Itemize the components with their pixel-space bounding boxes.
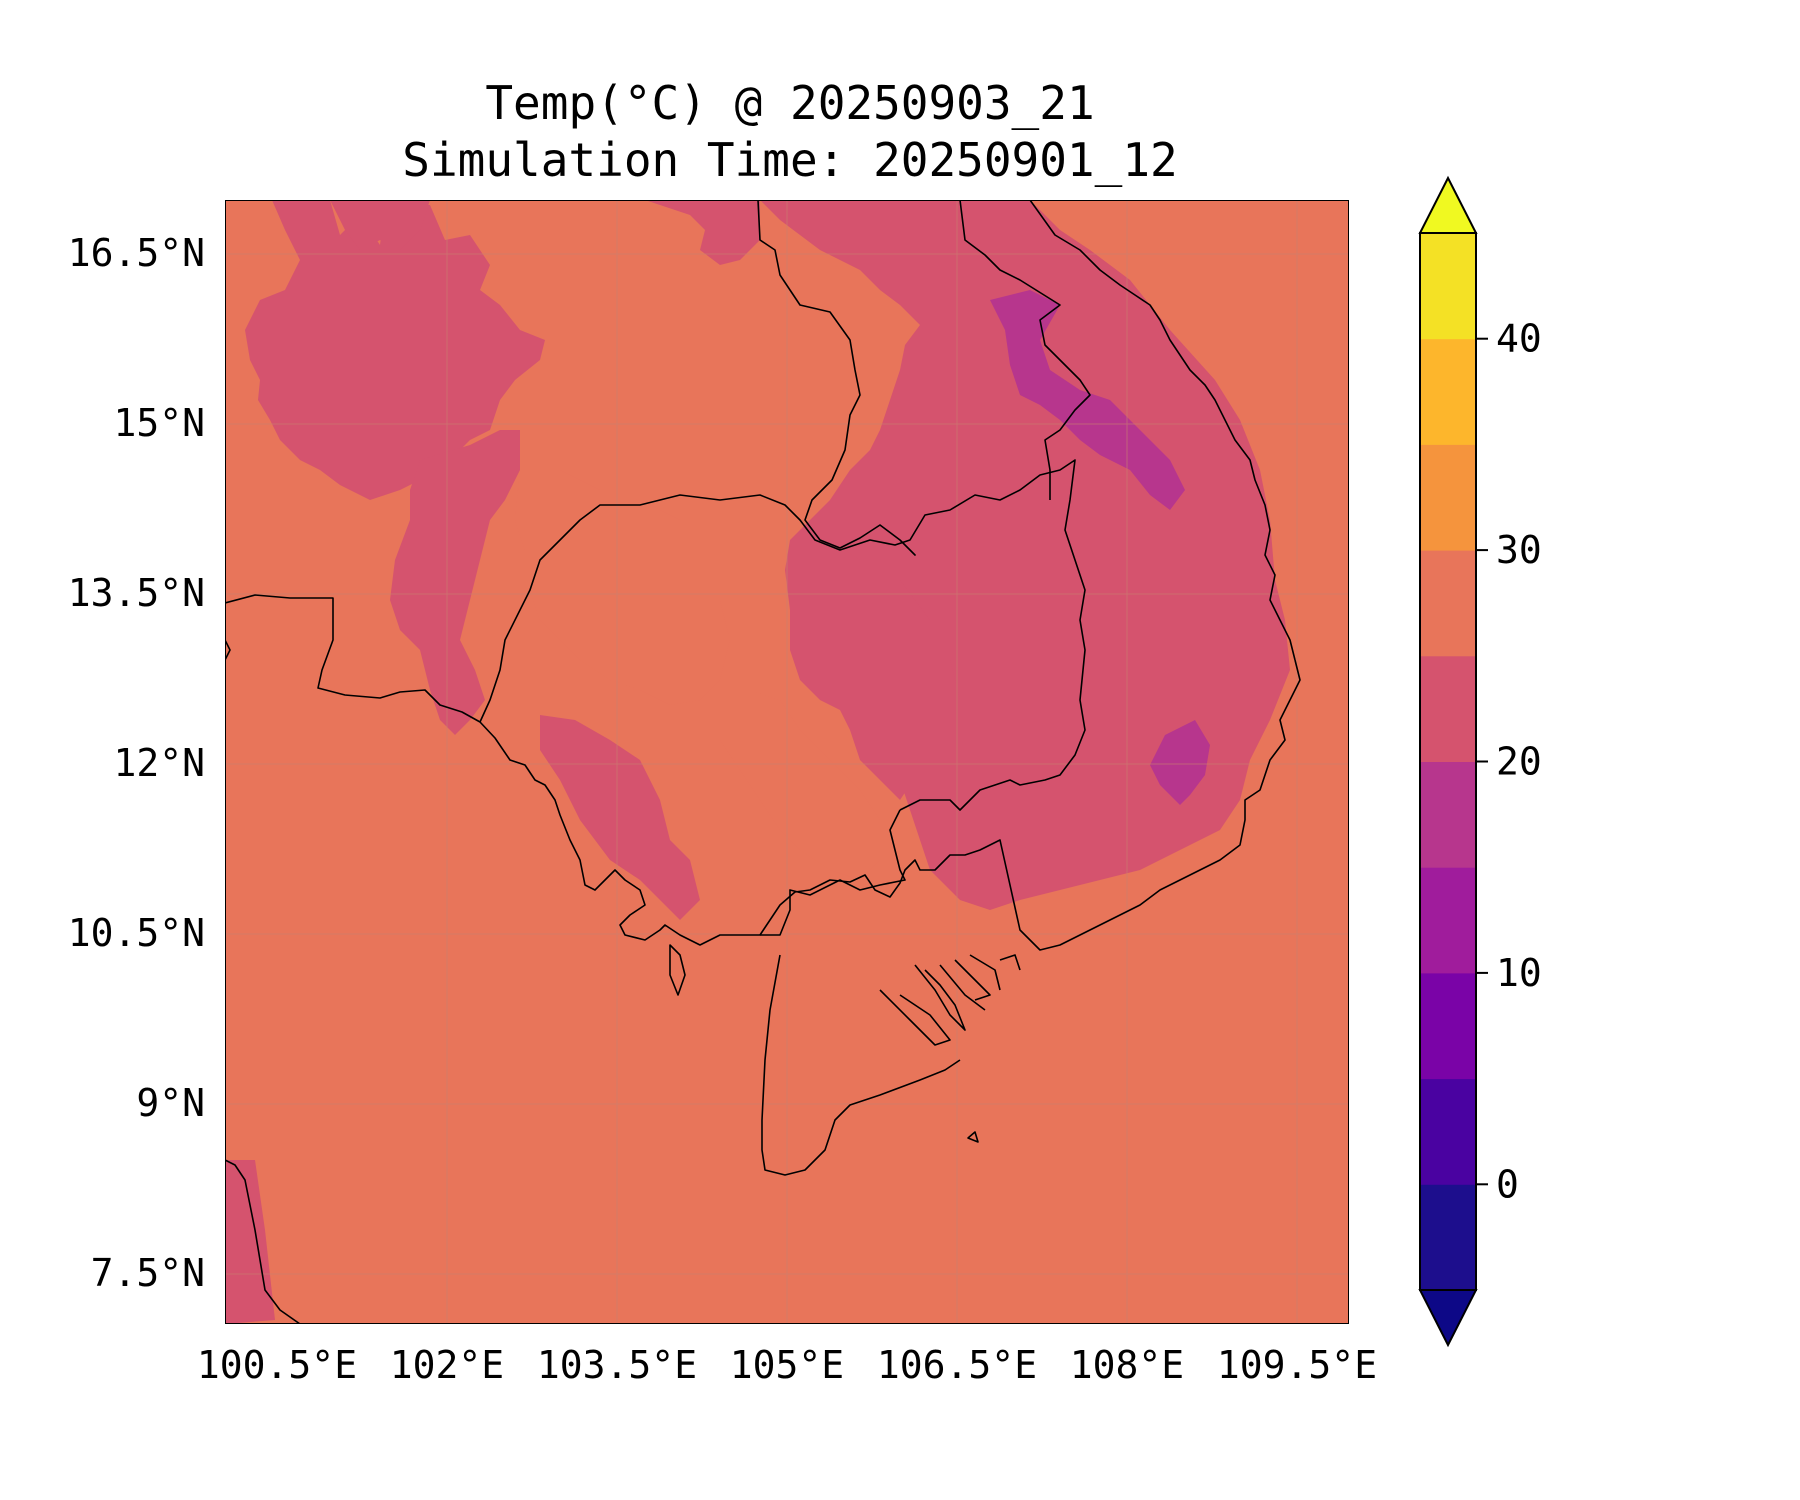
- coastline-gulf-thailand: [479, 659, 1301, 951]
- islands-delta: [879, 954, 1021, 1046]
- colorbar-tick-label: 0: [1496, 1162, 1519, 1206]
- lat-tick-label: 7.5°N: [91, 1251, 205, 1295]
- colorbar-tick-label: 30: [1496, 528, 1542, 572]
- cambodia-south-border: [760, 809, 906, 936]
- lon-tick-label: 108°E: [1070, 1343, 1184, 1387]
- lon-tick-label: 106.5°E: [877, 1343, 1037, 1387]
- colorbar-band: [1420, 655, 1476, 762]
- colorbar-bands: [1420, 233, 1476, 1291]
- cool-zone-cambodia-east: [785, 540, 960, 800]
- lon-tick-label: 100.5°E: [197, 1343, 357, 1387]
- colorbar-band: [1420, 233, 1476, 340]
- coastlines-and-borders: [225, 200, 1301, 1324]
- cool-zone-laos-plateau: [645, 200, 760, 265]
- colorbar-band: [1420, 550, 1476, 657]
- lon-tick-label: 103.5°E: [537, 1343, 697, 1387]
- cambodia-north-border: [479, 459, 1086, 811]
- colorbar-band: [1420, 867, 1476, 974]
- grid-lines: [225, 200, 1349, 1324]
- laos-vietnam-border: [959, 200, 1091, 500]
- colorbar-band: [1420, 761, 1476, 868]
- lon-tick-label: 105°E: [730, 1343, 844, 1387]
- colorbar-band: [1420, 338, 1476, 445]
- cool-zone-thailand-north: [245, 200, 545, 500]
- colorbar-tick-label: 40: [1496, 317, 1542, 361]
- island-phu-quoc: [669, 944, 686, 996]
- colorbar-band: [1420, 972, 1476, 1080]
- lon-axis: 100.5°E 102°E 103.5°E 105°E 106.5°E 108°…: [197, 1343, 1377, 1387]
- warm-pocket-central: [700, 690, 880, 880]
- colorbar-band: [1420, 444, 1476, 551]
- colorbar-band: [1420, 1184, 1476, 1291]
- cool-zone-north-strip: [330, 200, 430, 250]
- island-small-south: [967, 1131, 979, 1143]
- cold-pocket-north-highlands: [990, 290, 1185, 510]
- malay-peninsula-coast: [225, 1159, 301, 1324]
- lat-tick-label: 15°N: [113, 401, 205, 445]
- colorbar-tick-label: 10: [1496, 951, 1542, 995]
- warm-pocket-tonle-sap: [515, 470, 730, 705]
- lat-tick-label: 13.5°N: [68, 571, 205, 615]
- colorbar-under-arrow: [1418, 1289, 1478, 1348]
- chart-title: Temp(°C) @ 20250903_21: [485, 76, 1095, 130]
- west-coast-edge: [225, 639, 231, 661]
- lat-tick-label: 12°N: [113, 741, 205, 785]
- map-panel: [225, 200, 1349, 1324]
- lon-tick-label: 102°E: [390, 1343, 504, 1387]
- lat-tick-label: 9°N: [136, 1081, 205, 1125]
- colorbar: 0 10 20 30 40: [1418, 175, 1542, 1348]
- cool-zone-southwest-tip: [225, 1160, 275, 1324]
- colorbar-tick-label: 20: [1496, 740, 1542, 784]
- coastline-vietnam-east: [1029, 200, 1296, 661]
- thailand-cambodia-border: [225, 594, 481, 723]
- cool-zone-central-west: [390, 430, 520, 735]
- cool-zone-cambodia-west: [540, 715, 700, 920]
- lon-tick-label: 109.5°E: [1217, 1343, 1377, 1387]
- colorbar-band: [1420, 1078, 1476, 1185]
- chart-subtitle: Simulation Time: 20250901_12: [402, 133, 1178, 187]
- cold-pocket-central-highlands: [1150, 720, 1210, 805]
- colorbar-ticks: 0 10 20 30 40: [1476, 317, 1542, 1206]
- mekong-delta-coast: [761, 954, 961, 1176]
- lat-axis: 16.5°N 15°N 13.5°N 12°N 10.5°N 9°N 7.5°N: [68, 231, 205, 1295]
- lat-tick-label: 10.5°N: [68, 911, 205, 955]
- laos-thailand-border: [757, 200, 916, 556]
- colorbar-over-arrow: [1418, 175, 1478, 234]
- lat-tick-label: 16.5°N: [68, 231, 205, 275]
